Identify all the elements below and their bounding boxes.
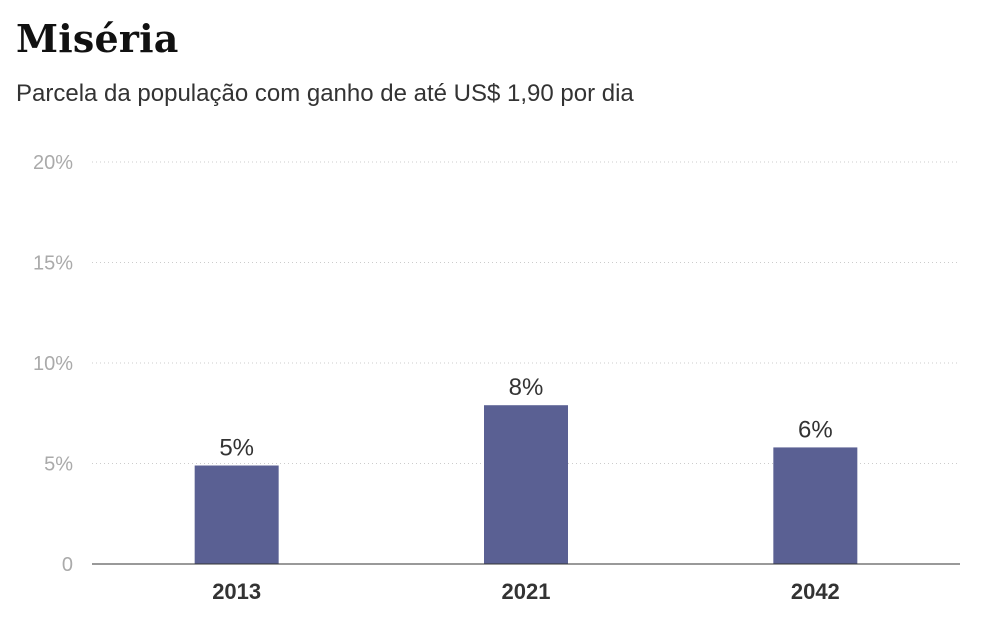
y-tick-label: 0 bbox=[62, 554, 73, 576]
data-label-2042: 6% bbox=[798, 416, 833, 443]
chart-subtitle: Parcela da população com ganho de até US… bbox=[16, 80, 634, 107]
bar-2013 bbox=[194, 465, 279, 564]
x-axis-categories: 2013 2021 2042 bbox=[212, 579, 840, 604]
data-label-2021: 8% bbox=[509, 374, 544, 401]
y-tick-label: 5% bbox=[44, 454, 73, 476]
data-labels: 5% 8% 6% bbox=[219, 374, 832, 461]
bar-2042 bbox=[773, 447, 858, 564]
y-axis-ticks: 0 5% 10% 15% 20% bbox=[33, 152, 73, 576]
data-label-2013: 5% bbox=[219, 435, 254, 462]
x-category-label: 2042 bbox=[791, 579, 840, 604]
y-tick-label: 15% bbox=[33, 253, 73, 275]
gridlines bbox=[92, 161, 960, 464]
x-category-label: 2021 bbox=[502, 579, 551, 604]
x-category-label: 2013 bbox=[212, 579, 261, 604]
y-tick-label: 20% bbox=[33, 152, 73, 174]
bars bbox=[194, 405, 858, 564]
bar-2021 bbox=[484, 405, 568, 564]
chart-title: Miséria bbox=[16, 16, 179, 61]
y-tick-label: 10% bbox=[33, 353, 73, 375]
